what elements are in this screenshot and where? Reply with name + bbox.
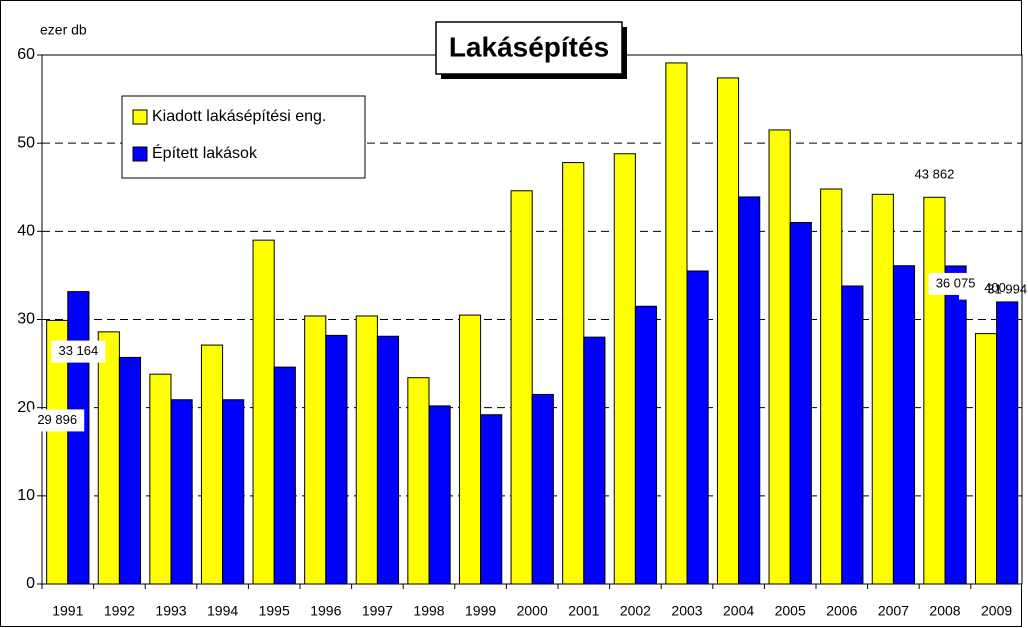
value-label-box — [30, 409, 85, 432]
x-tick-label: 1995 — [259, 603, 290, 619]
x-tick-label: 2005 — [775, 603, 806, 619]
bar — [871, 193, 894, 585]
legend-swatch — [132, 146, 148, 162]
bar — [613, 153, 636, 585]
y-tick-label: 30 — [17, 311, 35, 328]
legend-label: Épített lakások — [152, 143, 258, 162]
legend-label: Kiadott lakásépítési eng. — [152, 108, 326, 125]
bar — [149, 373, 172, 585]
x-tick-label: 1992 — [104, 603, 135, 619]
bar — [480, 414, 503, 585]
legend-swatch — [132, 109, 148, 125]
x-tick-label: 2006 — [826, 603, 857, 619]
value-label-box — [51, 340, 106, 363]
bar — [67, 291, 90, 585]
x-tick-label: 2000 — [517, 603, 548, 619]
bar — [170, 399, 193, 585]
bar — [789, 222, 812, 585]
x-tick-label: 2003 — [671, 603, 702, 619]
bar — [665, 62, 688, 585]
bar — [407, 377, 430, 585]
bar — [583, 336, 606, 585]
x-tick-label: 2002 — [620, 603, 651, 619]
value-label: 31 994 — [987, 281, 1027, 296]
bar — [562, 162, 585, 585]
value-label: 43 862 — [915, 167, 955, 182]
x-tick-label: 1996 — [310, 603, 341, 619]
bar — [428, 405, 451, 585]
y-tick-label: 50 — [17, 134, 35, 151]
value-label-box — [928, 272, 983, 295]
title-box — [435, 21, 623, 75]
x-tick-label: 2004 — [723, 603, 754, 619]
bar — [118, 356, 142, 585]
y-tick-label: 0 — [26, 575, 35, 592]
value-label: 33 164 — [58, 343, 98, 358]
bar — [686, 270, 709, 585]
bar — [531, 393, 554, 585]
x-tick-label: 2008 — [929, 603, 960, 619]
x-tick-label: 1994 — [207, 603, 238, 619]
y-tick-label: 10 — [17, 487, 35, 504]
y-axis-label: ezer db — [40, 22, 87, 38]
y-tick-label: 40 — [17, 223, 35, 240]
bar — [716, 77, 740, 585]
bar — [634, 305, 658, 585]
bar — [200, 344, 224, 585]
bar — [355, 315, 378, 585]
bar — [222, 399, 245, 585]
bar — [738, 196, 761, 585]
x-tick-label: 1999 — [465, 603, 496, 619]
bar — [923, 196, 946, 585]
bar — [97, 331, 120, 585]
x-tick-label: 1993 — [155, 603, 186, 619]
bar — [252, 239, 275, 585]
bar — [325, 334, 348, 585]
bar — [376, 335, 400, 585]
x-tick-label: 2007 — [878, 603, 909, 619]
bar — [458, 314, 482, 585]
bar — [820, 188, 843, 585]
value-label: 36 075 — [936, 275, 976, 290]
y-tick-label: 60 — [17, 46, 35, 63]
bar — [892, 265, 916, 585]
bar — [510, 190, 533, 585]
bar — [996, 301, 1019, 585]
bar — [944, 265, 967, 585]
x-tick-label: 2009 — [981, 603, 1012, 619]
bar — [974, 333, 998, 585]
x-tick-label: 1997 — [362, 603, 393, 619]
bar — [841, 285, 864, 585]
x-tick-label: 1998 — [413, 603, 444, 619]
x-tick-label: 1991 — [52, 603, 83, 619]
value-label: 29 896 — [37, 412, 77, 427]
bar — [768, 129, 791, 585]
x-tick-label: 2001 — [568, 603, 599, 619]
bar — [304, 315, 327, 585]
chart-title: Lakásépítés — [449, 31, 609, 62]
bar — [273, 366, 296, 585]
legend — [121, 95, 366, 179]
